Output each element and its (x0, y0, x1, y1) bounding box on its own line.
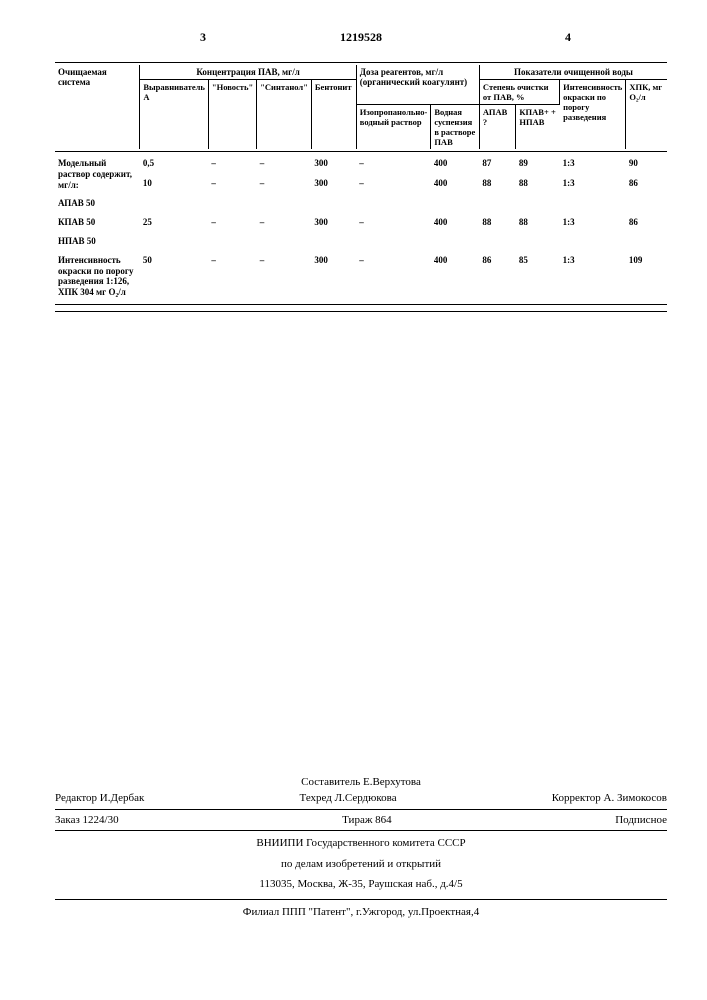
table-row: 10 – – 300 – 400 88 88 1:3 86 (55, 174, 667, 194)
th-bentonit: Бентонит (311, 80, 356, 150)
footer-zakaz: Заказ 1224/30 (55, 812, 119, 829)
data-table: Очищаемая система Концентрация ПАВ, мг/л… (55, 65, 667, 302)
page-num-right: 4 (565, 30, 571, 45)
page-num-left: 3 (200, 30, 206, 45)
th-sintanol: "Синтанол" (257, 80, 312, 150)
th-stepen: Степень очистки от ПАВ, % (479, 80, 559, 105)
page-header: 3 1219528 4 (55, 30, 667, 60)
table-row: Интенсивность окраски по порогу разведен… (55, 251, 667, 302)
footer-tirazh: Тираж 864 (342, 812, 392, 829)
th-vyrav: Выравниватель А (140, 80, 209, 150)
footer: Составитель Е.Верхутова Редактор И.Дерба… (55, 774, 667, 921)
table-bottom-rule1 (55, 304, 667, 305)
th-vodnaya: Водная суспензия в растворе ПАВ (431, 105, 480, 150)
footer-org2: по делам изобретений и открытий (55, 856, 667, 873)
th-intens: Интенсивность окраски по порогу разведен… (560, 80, 626, 150)
th-system: Очищаемая система (55, 65, 140, 149)
th-izopr: Изопропанольно-водный раствор (356, 105, 431, 150)
row-label: Модельный раствор содержит, мг/л: (55, 154, 140, 194)
th-indicators: Показатели очищенной воды (479, 65, 667, 80)
th-novost: "Новость" (208, 80, 256, 150)
footer-filial: Филиал ППП "Патент", г.Ужгород, ул.Проек… (55, 899, 667, 921)
th-xpk: ХПК, мг О₂/л (626, 80, 667, 150)
footer-redaktor: Редактор И.Дербак (55, 790, 144, 807)
table-top-rule (55, 62, 667, 63)
footer-addr: 113035, Москва, Ж-35, Раушская наб., д.4… (55, 876, 667, 893)
footer-tehred: Техред Л.Сердюкова (300, 790, 397, 807)
row-label: НПАВ 50 (55, 232, 140, 251)
doc-number: 1219528 (340, 30, 382, 45)
row-label: Интенсивность окраски по порогу разведен… (55, 251, 140, 302)
footer-sostavitel: Составитель Е.Верхутова (55, 774, 667, 791)
footer-org1: ВНИИПИ Государственного комитета СССР (55, 835, 667, 852)
th-apav: АПАВ ? (479, 105, 515, 150)
table-row: НПАВ 50 (55, 232, 667, 251)
th-concentration: Концентрация ПАВ, мг/л (140, 65, 356, 80)
table-row: КПАВ 50 25 – – 300 – 400 88 88 1:3 86 (55, 213, 667, 232)
table-row: АПАВ 50 (55, 194, 667, 213)
row-label: АПАВ 50 (55, 194, 140, 213)
table-row: Модельный раствор содержит, мг/л: 0,5 – … (55, 154, 667, 174)
row-label: КПАВ 50 (55, 213, 140, 232)
footer-podpisnoe: Подписное (615, 812, 667, 829)
table-bottom-rule2 (55, 311, 667, 312)
th-kpav: КПАВ+ + НПАВ (516, 105, 560, 150)
footer-korrektor: Корректор А. Зимокосов (552, 790, 667, 807)
th-dose: Доза реагентов, мг/л (органический коагу… (356, 65, 479, 105)
